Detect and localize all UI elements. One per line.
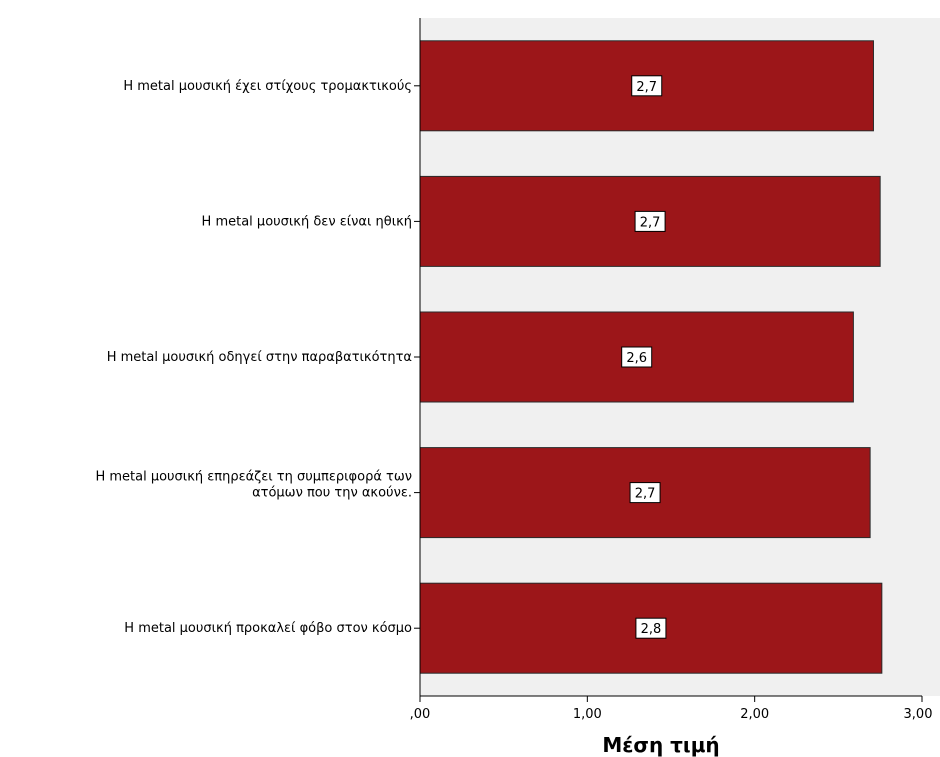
category-label: ατόμων που την ακούνε. — [252, 486, 412, 501]
x-tick-label: 1,00 — [573, 707, 602, 722]
data-label: 2,8 — [641, 622, 662, 637]
data-label: 2,7 — [640, 215, 661, 230]
data-label: 2,6 — [626, 351, 647, 366]
data-label-box — [629, 482, 661, 504]
x-tick-label: ,00 — [410, 707, 431, 722]
category-label: Η metal μουσική οδηγεί στην παραβατικότη… — [107, 350, 412, 365]
data-label: 2,7 — [636, 80, 657, 95]
x-axis-title: Μέση τιμή — [602, 733, 719, 757]
category-label: Η metal μουσική έχει στίχους τρομακτικού… — [123, 79, 412, 94]
category-label: Η metal μουσική επηρεάζει τη συμπεριφορά… — [95, 470, 412, 485]
data-label-box — [634, 210, 666, 232]
data-label-box — [631, 75, 663, 97]
x-tick-label: 2,00 — [740, 707, 769, 722]
category-label: Η metal μουσική δεν είναι ηθική — [202, 214, 412, 229]
category-labels-layer: Η metal μουσική έχει στίχους τρομακτικού… — [95, 79, 412, 636]
x-tick-label: 3,00 — [904, 707, 933, 722]
x-axis: ,00 1,00 2,00 3,00 — [410, 18, 933, 722]
category-label: Η metal μουσική προκαλεί φόβο στον κόσμο — [124, 621, 412, 636]
data-labels-layer: 2,7 2,7 2,6 2,7 2,8 — [621, 75, 667, 639]
data-label-box — [635, 617, 667, 639]
data-label-box — [621, 346, 653, 368]
data-label: 2,7 — [635, 487, 656, 502]
